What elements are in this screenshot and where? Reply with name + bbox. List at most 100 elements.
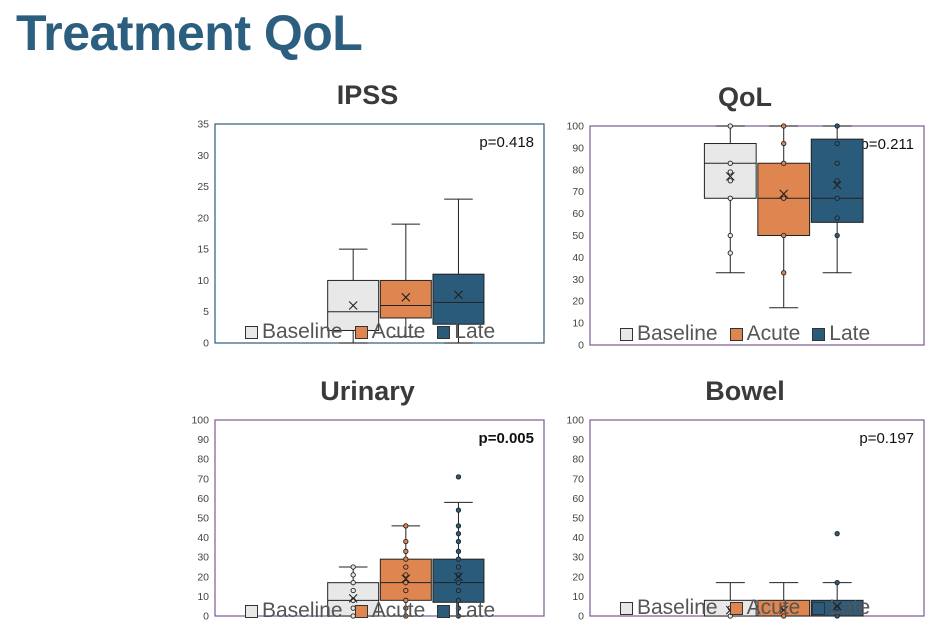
y-tick-label: 50 xyxy=(572,513,584,525)
data-point xyxy=(403,597,409,603)
data-point xyxy=(403,556,409,562)
legend-item-baseline: Baseline xyxy=(245,599,343,623)
y-tick-label: 80 xyxy=(572,454,584,466)
chart-title-urinary: Urinary xyxy=(320,376,415,406)
data-point xyxy=(455,507,462,513)
data-point xyxy=(781,140,787,147)
legend-label: Late xyxy=(829,322,871,345)
page-title: Treatment QoL xyxy=(16,5,363,61)
plot-area xyxy=(589,125,925,346)
data-point xyxy=(403,523,409,529)
p-value-label: p=0.211 xyxy=(860,136,914,153)
y-tick-label: 20 xyxy=(197,571,209,583)
y-tick-label: 10 xyxy=(197,591,209,603)
y-tick-label: 20 xyxy=(572,296,584,308)
y-tick-label: 40 xyxy=(572,532,584,544)
chart-title-bowel: Bowel xyxy=(705,376,785,406)
legend-swatch xyxy=(437,325,451,339)
data-point xyxy=(403,605,409,611)
legend-swatch xyxy=(729,601,743,615)
mean-marker xyxy=(348,301,358,310)
y-tick-label: 0 xyxy=(578,611,584,623)
legend-swatch xyxy=(437,604,451,618)
legend-item-acute: Acute xyxy=(354,599,425,623)
mean-marker xyxy=(725,171,735,181)
data-point xyxy=(403,548,409,554)
y-tick-label: 5 xyxy=(203,306,209,318)
legend-swatch xyxy=(620,601,633,615)
y-tick-label: 25 xyxy=(197,181,209,193)
data-point xyxy=(403,564,409,570)
chart-title-qol: QoL xyxy=(718,82,772,112)
mean-marker xyxy=(832,601,842,611)
chart-legend-qol: Baseline Acute Late xyxy=(620,322,870,346)
legend-item-acute: Acute xyxy=(729,596,801,620)
y-tick-label: 0 xyxy=(203,338,209,350)
p-value-label: p=0.197 xyxy=(859,430,914,447)
data-point xyxy=(781,613,787,619)
data-point xyxy=(834,531,840,537)
y-tick-label: 90 xyxy=(197,434,209,446)
mean-marker xyxy=(348,593,358,603)
data-point xyxy=(727,250,733,256)
legend-swatch xyxy=(245,604,258,618)
data-point xyxy=(455,474,462,480)
data-point xyxy=(727,123,733,129)
data-point xyxy=(727,169,733,175)
legend-item-acute: Acute xyxy=(729,322,800,346)
mean-marker xyxy=(779,605,789,615)
y-tick-label: 50 xyxy=(197,513,209,525)
data-point xyxy=(350,587,356,594)
chart-legend-ipss: Baseline Acute Late xyxy=(245,320,495,344)
box-baseline xyxy=(703,123,757,274)
y-tick-label: 30 xyxy=(197,552,209,564)
y-tick-label: 100 xyxy=(566,121,584,133)
data-point xyxy=(455,605,462,611)
y-tick-label: 0 xyxy=(578,340,584,352)
data-point xyxy=(455,564,462,570)
legend-label: Baseline xyxy=(637,322,718,345)
legend-swatch xyxy=(354,604,368,618)
legend-swatch xyxy=(245,325,258,339)
legend-swatch xyxy=(620,327,633,341)
legend-swatch xyxy=(812,327,826,341)
y-tick-label: 70 xyxy=(197,473,209,485)
data-point xyxy=(403,587,409,594)
legend-label: Late xyxy=(829,596,871,619)
data-point xyxy=(834,160,840,166)
legend-item-late: Late xyxy=(437,320,495,344)
data-point xyxy=(834,232,840,239)
data-point xyxy=(455,613,462,619)
y-tick-label: 40 xyxy=(197,532,209,544)
plot-area xyxy=(589,419,925,617)
y-tick-label: 30 xyxy=(572,552,584,564)
box-acute xyxy=(757,582,811,619)
chart-panel-ipss: IPSS 0 5 10 15 20 25 30 35 p=0.418 Baseline Acute… xyxy=(185,78,550,350)
chart-ipss: 0 5 10 15 20 25 30 35 p=0.418 xyxy=(197,119,545,350)
legend-swatch xyxy=(812,601,826,615)
data-point xyxy=(455,548,462,554)
legend-label: Late xyxy=(454,599,496,622)
data-point xyxy=(834,178,840,184)
legend-item-late: Late xyxy=(812,322,870,346)
iqr-box xyxy=(379,279,432,319)
box-baseline xyxy=(327,564,380,619)
data-point xyxy=(455,531,462,537)
chart-panel-qol: QoL 0 10 20 30 40 50 60 70 80 90 100 p=0.211 Baseli… xyxy=(560,80,930,352)
data-point xyxy=(781,160,787,166)
y-tick-label: 35 xyxy=(197,119,209,131)
box-baseline xyxy=(327,248,380,344)
data-point xyxy=(403,538,409,545)
y-tick-label: 10 xyxy=(197,275,209,287)
legend-label: Baseline xyxy=(262,320,343,343)
y-tick-label: 80 xyxy=(197,454,209,466)
legend-label: Acute xyxy=(371,320,426,343)
mean-marker xyxy=(779,189,789,199)
chart-panel-bowel: Bowel 0 10 20 30 40 50 60 70 80 90 100 p=0.197 Base… xyxy=(560,374,930,626)
data-point xyxy=(781,270,787,276)
legend-label: Acute xyxy=(746,596,801,619)
y-tick-label: 50 xyxy=(572,230,584,242)
data-point xyxy=(727,232,733,239)
p-value-label: p=0.418 xyxy=(479,134,534,151)
y-tick-label: 60 xyxy=(197,493,209,505)
